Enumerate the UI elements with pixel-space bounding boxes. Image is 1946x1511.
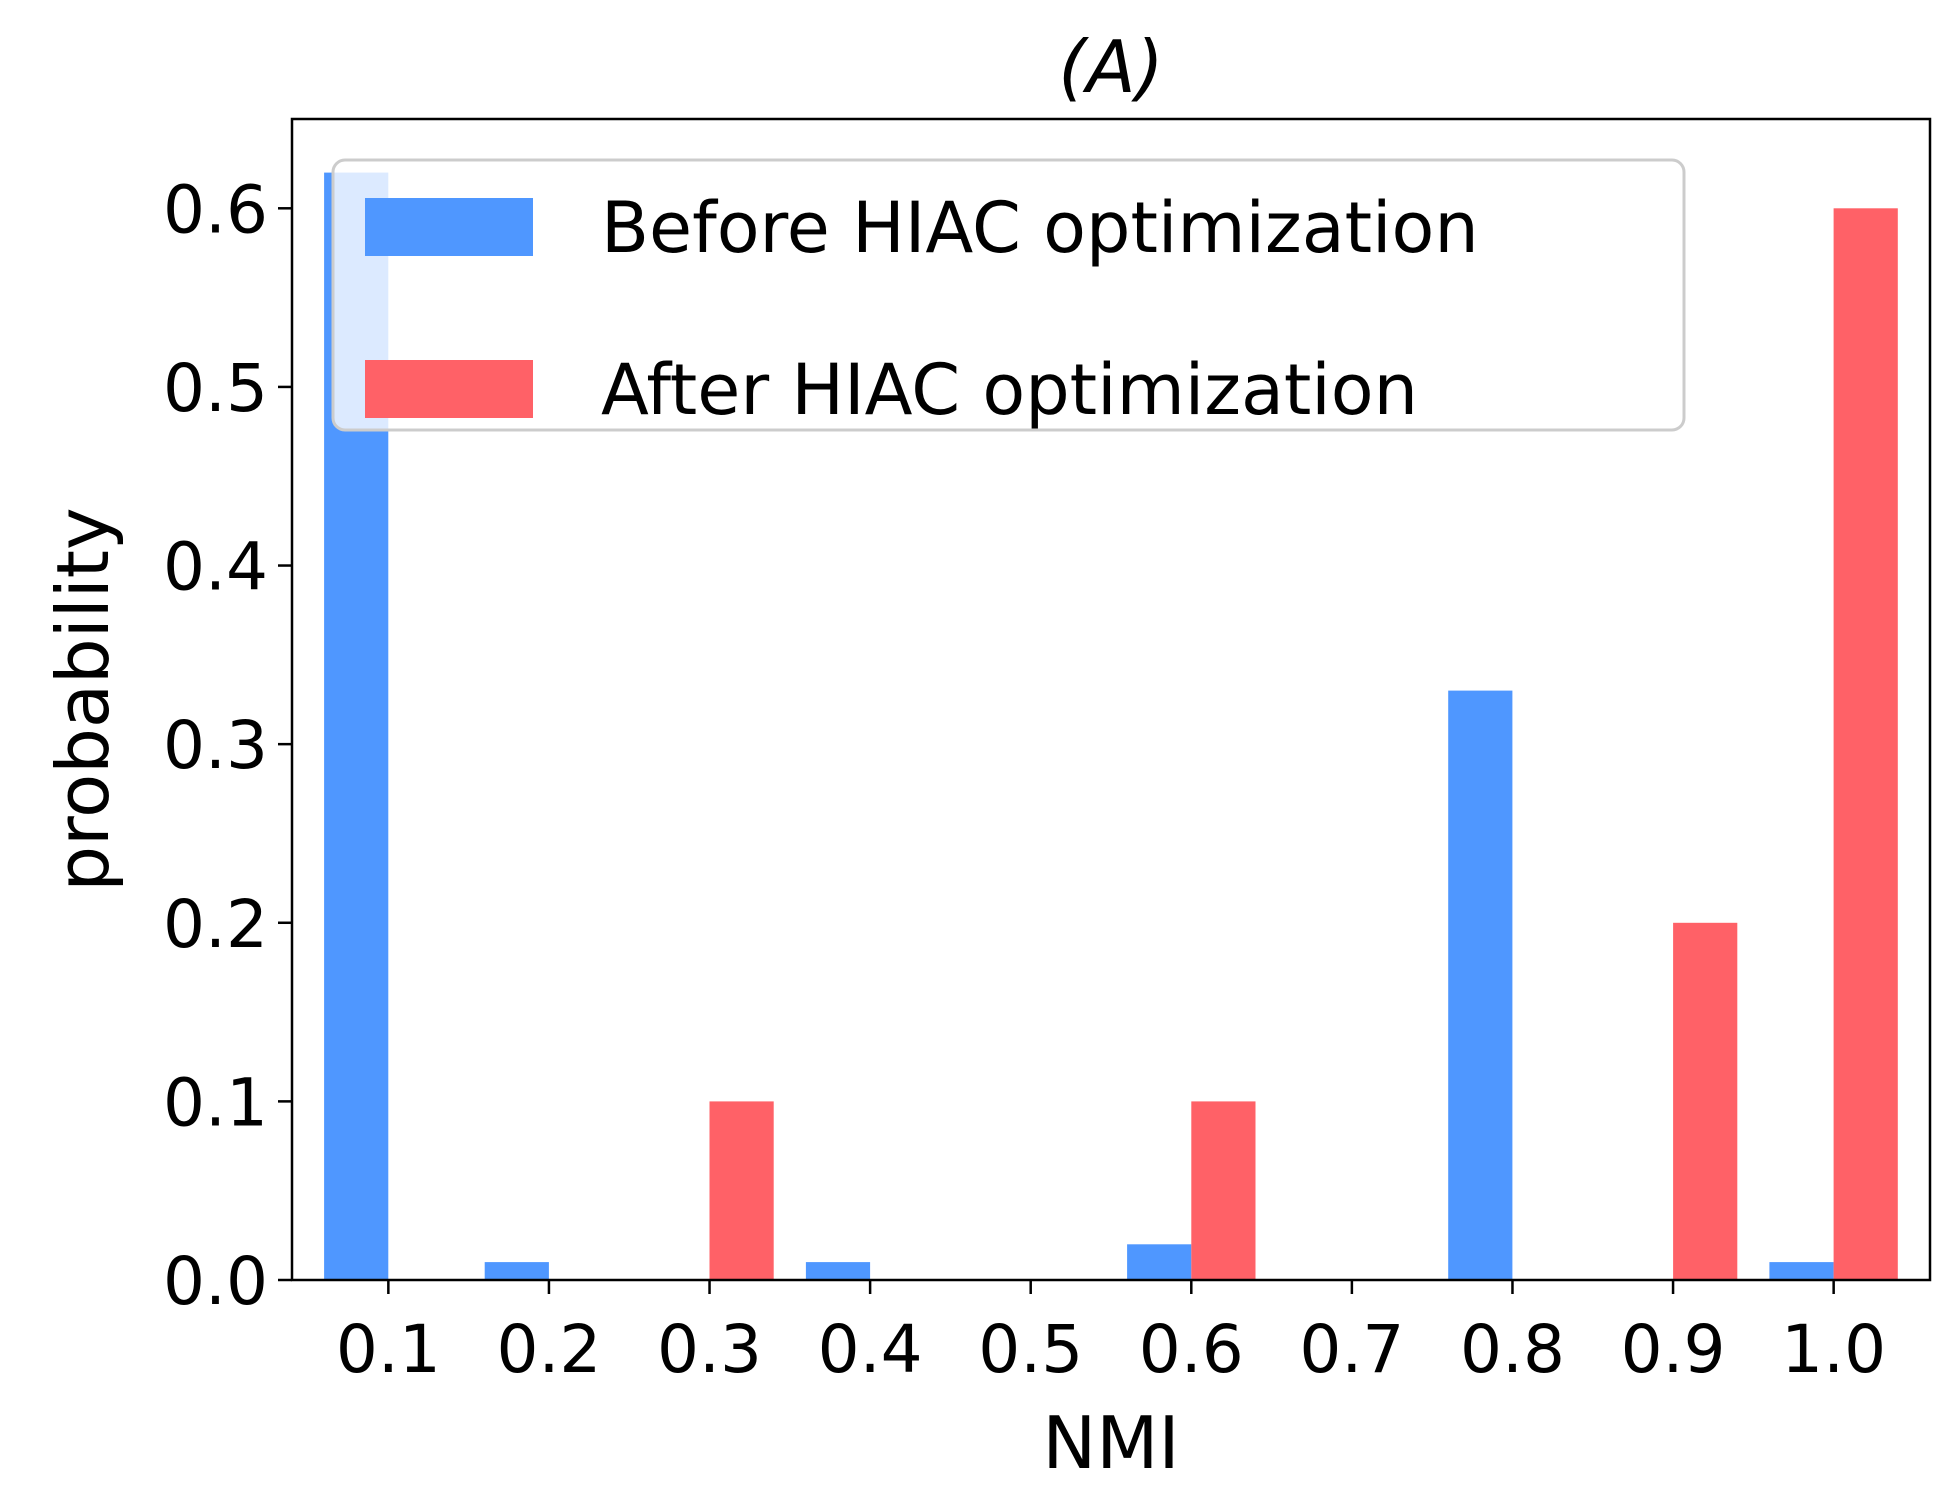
y-tick-label: 0.2 xyxy=(163,886,268,963)
x-tick-label: 0.4 xyxy=(818,1311,923,1388)
bar-after-1.0 xyxy=(1833,208,1898,1280)
y-tick-label: 0.5 xyxy=(163,350,268,427)
bar-before-0.6 xyxy=(1127,1244,1192,1280)
x-tick-label: 0.6 xyxy=(1139,1311,1244,1388)
x-axis-ticks: 0.1 0.2 0.3 0.4 0.5 0.6 0.7 0.8 0.9 1.0 xyxy=(336,1280,1886,1388)
x-tick-label: 0.1 xyxy=(336,1311,441,1388)
y-tick-label: 0.6 xyxy=(163,171,268,248)
legend-swatch-before xyxy=(365,198,533,256)
bar-before-0.4 xyxy=(805,1262,871,1280)
x-tick-label: 0.8 xyxy=(1460,1311,1565,1388)
bar-after-0.3 xyxy=(709,1101,774,1280)
y-tick-label: 0.0 xyxy=(163,1243,268,1320)
plot-frame xyxy=(290,117,1932,1282)
bar-before-0.2 xyxy=(484,1262,549,1280)
legend: Before HIAC optimization After HIAC opti… xyxy=(331,158,1686,432)
bar-after-0.6 xyxy=(1191,1101,1256,1280)
x-tick-label: 1.0 xyxy=(1781,1311,1886,1388)
y-axis-ticks: 0.0 0.1 0.2 0.3 0.4 0.5 0.6 xyxy=(163,171,292,1320)
bar-after-0.9 xyxy=(1673,922,1738,1280)
x-tick-label: 0.3 xyxy=(657,1311,762,1388)
y-tick-label: 0.3 xyxy=(163,707,268,784)
x-axis-label: NMI xyxy=(1042,1401,1179,1485)
x-tick-label: 0.5 xyxy=(978,1311,1083,1388)
y-axis-label: probability xyxy=(41,507,125,891)
legend-label-before: Before HIAC optimization xyxy=(601,187,1479,269)
legend-swatch-after xyxy=(365,360,533,418)
y-tick-label: 0.4 xyxy=(163,529,268,606)
bar-before-1.0 xyxy=(1769,1262,1834,1280)
y-tick-label: 0.1 xyxy=(163,1064,268,1141)
x-tick-label: 0.7 xyxy=(1299,1311,1404,1388)
x-tick-label: 0.2 xyxy=(496,1311,601,1388)
legend-label-after: After HIAC optimization xyxy=(601,349,1418,431)
bar-before-0.8 xyxy=(1448,690,1513,1280)
chart-title: (A) xyxy=(1058,25,1163,109)
x-tick-label: 0.9 xyxy=(1621,1311,1726,1388)
legend-box xyxy=(331,158,1686,432)
